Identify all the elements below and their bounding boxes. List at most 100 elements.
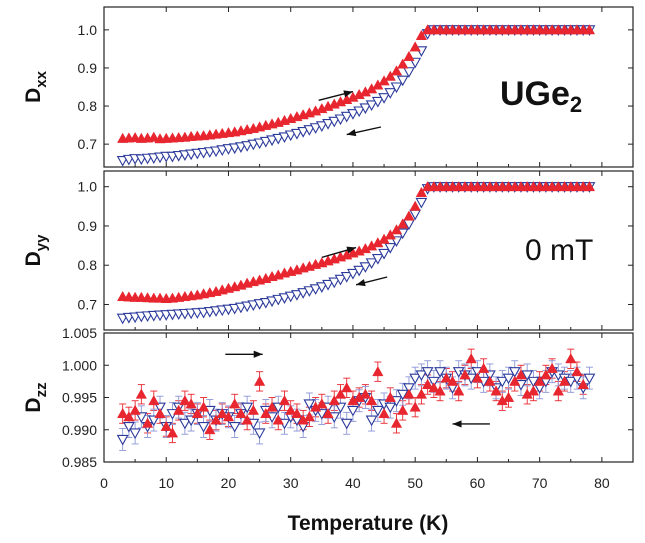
x-tick-label: 10: [158, 475, 174, 491]
data-point-cooling: [328, 277, 341, 289]
data-point-heating: [303, 411, 316, 422]
data-point-heating: [384, 229, 396, 240]
data-point-heating: [490, 385, 502, 396]
data-point-heating: [216, 407, 228, 419]
data-point-heating: [471, 372, 484, 383]
x-tick-label: 0: [100, 475, 108, 491]
panel-dzz: 0.985 0.990 0.995 1.000 1.005 Dzz: [22, 325, 634, 470]
panel-dxx: 0.7 0.8 0.9 1.0 Dxx UGe2: [22, 6, 634, 168]
data-point-cooling: [384, 402, 397, 414]
y-axis-title: Dzz: [22, 382, 50, 412]
data-point-heating: [409, 41, 421, 52]
data-point-heating: [204, 424, 216, 435]
data-point-cooling: [116, 434, 129, 446]
data-point-cooling: [434, 367, 447, 378]
data-point-cooling: [334, 114, 347, 126]
arrow-head: [346, 129, 357, 137]
data-point-heating: [390, 65, 403, 76]
data-point-heating: [384, 70, 396, 81]
data-point-heating: [397, 218, 409, 229]
data-point-heating: [235, 407, 247, 419]
x-tick-label: 40: [345, 475, 361, 491]
data-point-cooling: [365, 258, 378, 269]
data-point-heating: [210, 414, 222, 425]
data-point-cooling: [259, 297, 272, 309]
data-point-heating: [397, 404, 409, 415]
data-point-cooling: [266, 296, 278, 308]
data-point-heating: [415, 186, 428, 198]
data-point-cooling: [427, 376, 440, 388]
data-point-cooling: [135, 412, 148, 423]
data-point-heating: [191, 407, 203, 419]
data-point-heating: [260, 407, 272, 419]
data-point-heating: [160, 420, 172, 431]
data-point-cooling: [315, 282, 328, 293]
data-point-cooling: [527, 376, 540, 388]
data-point-cooling: [371, 253, 384, 265]
data-point-heating: [403, 210, 415, 221]
x-tick-label: 30: [283, 475, 299, 491]
data-point-cooling: [483, 370, 496, 382]
y-tick-label: 1.0: [78, 22, 98, 38]
data-point-heating: [141, 417, 154, 428]
data-point-cooling: [359, 262, 372, 273]
data-point-cooling: [496, 376, 509, 388]
data-point-cooling: [309, 284, 322, 295]
y-tick-label: 0.7: [78, 296, 98, 312]
data-point-heating: [328, 395, 340, 406]
y-tick-label: 1.000: [62, 357, 97, 373]
data-point-cooling: [315, 409, 328, 420]
data-point-cooling: [303, 125, 316, 136]
data-point-heating: [185, 398, 197, 409]
data-point-cooling: [390, 82, 403, 94]
data-point-heating: [527, 385, 540, 396]
data-point-cooling: [309, 123, 322, 134]
data-point-cooling: [228, 421, 241, 433]
data-point-heating: [241, 414, 253, 425]
data-point-heating: [135, 388, 147, 399]
data-point-cooling: [403, 67, 415, 78]
data-point-cooling: [322, 119, 334, 130]
data-point-heating: [440, 372, 452, 383]
data-point-heating: [565, 353, 577, 364]
data-point-heating: [502, 391, 515, 402]
data-point-cooling: [259, 136, 272, 148]
data-point-cooling: [272, 133, 285, 145]
data-point-heating: [515, 369, 527, 380]
data-point-heating: [378, 407, 390, 419]
y-tick-label: 0.9: [78, 218, 98, 234]
data-point-heating: [316, 398, 328, 409]
data-point-cooling: [340, 111, 353, 123]
data-point-heating: [154, 407, 166, 419]
data-point-heating: [148, 395, 160, 406]
data-point-heating: [390, 417, 403, 428]
data-point-heating: [322, 407, 334, 419]
data-point-cooling: [322, 279, 334, 291]
y-axis-title: Dyy: [22, 234, 50, 267]
x-axis-title: Temperature (K): [288, 512, 449, 535]
data-point-heating: [428, 382, 440, 393]
data-point-heating: [583, 24, 596, 35]
sample-label: UGe2: [500, 75, 582, 117]
data-point-cooling: [347, 405, 359, 417]
data-point-heating: [478, 362, 490, 373]
data-point-heating: [384, 391, 396, 402]
data-point-heating: [222, 411, 235, 422]
y-tick-label: 0.995: [62, 390, 97, 406]
y-axis-title: Dxx: [22, 70, 50, 103]
data-point-cooling: [272, 294, 285, 306]
data-point-cooling: [508, 367, 521, 378]
y-tick-label: 0.8: [78, 98, 98, 114]
data-point-cooling: [303, 399, 316, 411]
data-point-cooling: [384, 243, 397, 254]
data-point-heating: [117, 407, 129, 419]
y-tick-label: 0.7: [78, 136, 98, 152]
data-point-cooling: [353, 265, 366, 277]
data-point-heating: [403, 388, 415, 399]
data-point-cooling: [185, 415, 198, 427]
data-point-heating: [409, 200, 421, 211]
y-tick-label: 0.990: [62, 422, 97, 438]
data-point-cooling: [521, 370, 534, 382]
data-point-heating: [571, 365, 583, 377]
data-point-heating: [434, 385, 446, 396]
